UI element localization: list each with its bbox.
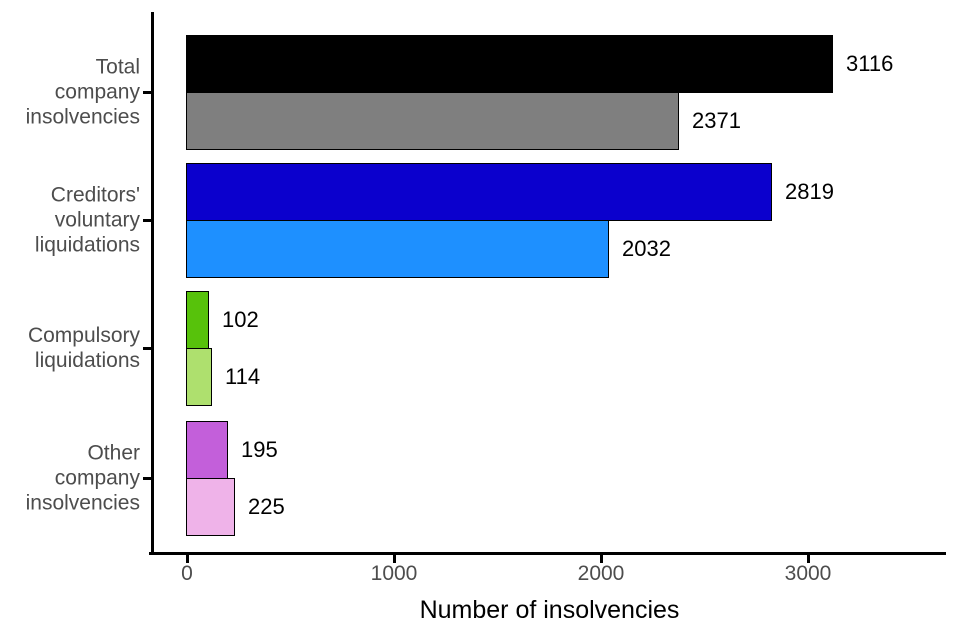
- y-axis-category-label-line: company: [54, 80, 140, 104]
- y-axis-category-label-line: company: [54, 466, 140, 490]
- bar-value-label: 2032: [622, 236, 671, 261]
- bar-creditors'-1: [186, 163, 772, 221]
- y-axis-category-label-line: insolvencies: [25, 105, 140, 129]
- y-axis-category-label-line: liquidations: [34, 349, 140, 372]
- y-axis-category-label-line: liquidations: [34, 233, 140, 257]
- bar-value-label: 3116: [846, 51, 894, 76]
- x-axis-tick: [806, 555, 810, 563]
- bar-value-label: 114: [225, 364, 261, 389]
- y-axis-line: [151, 12, 154, 555]
- y-axis-category-label-line: Total: [95, 55, 140, 79]
- bar-other-2: [186, 478, 235, 536]
- x-axis-title: Number of insolvencies: [419, 596, 680, 624]
- y-axis-tick: [143, 91, 151, 94]
- bar-value-label: 102: [222, 307, 259, 332]
- y-axis-category-label-line: Other: [87, 441, 140, 465]
- y-axis-tick: [143, 477, 151, 480]
- bar-compulsory-2: [186, 348, 212, 406]
- x-axis-tick-label: 2000: [577, 562, 625, 585]
- y-axis-category-label: Other company insolvencies: [0, 441, 140, 516]
- x-axis-line: [149, 552, 946, 555]
- bar-value-label: 225: [248, 494, 285, 519]
- x-axis-tick-label: 3000: [784, 562, 832, 585]
- y-axis-tick: [143, 219, 151, 222]
- y-axis-category-label: Creditors' voluntary liquidations: [0, 183, 140, 258]
- x-axis-tick: [185, 555, 189, 563]
- bar-value-label: 2819: [785, 179, 834, 204]
- y-axis-category-label: Total company insolvencies: [0, 55, 140, 130]
- bar-other-1: [186, 421, 228, 479]
- bar-value-label: 2371: [692, 108, 741, 133]
- y-axis-tick: [143, 347, 151, 350]
- y-axis-category-label: Compulsory liquidations: [0, 323, 140, 373]
- bar-total-1: [186, 35, 833, 93]
- x-axis-tick: [599, 555, 603, 563]
- bar-value-label: 195: [241, 437, 278, 462]
- y-axis-category-label-line: insolvencies: [25, 491, 140, 515]
- x-axis-tick-label: 0: [181, 562, 193, 585]
- y-axis-category-label-line: Compulsory: [27, 324, 140, 347]
- bar-creditors'-2: [186, 220, 609, 278]
- bar-compulsory-1: [186, 291, 209, 349]
- x-axis-tick-label: 1000: [370, 562, 418, 585]
- x-axis-tick: [392, 555, 396, 563]
- bar-total-2: [186, 92, 679, 150]
- y-axis-category-label-line: voluntary: [54, 208, 140, 232]
- y-axis-category-label-line: Creditors': [50, 183, 140, 207]
